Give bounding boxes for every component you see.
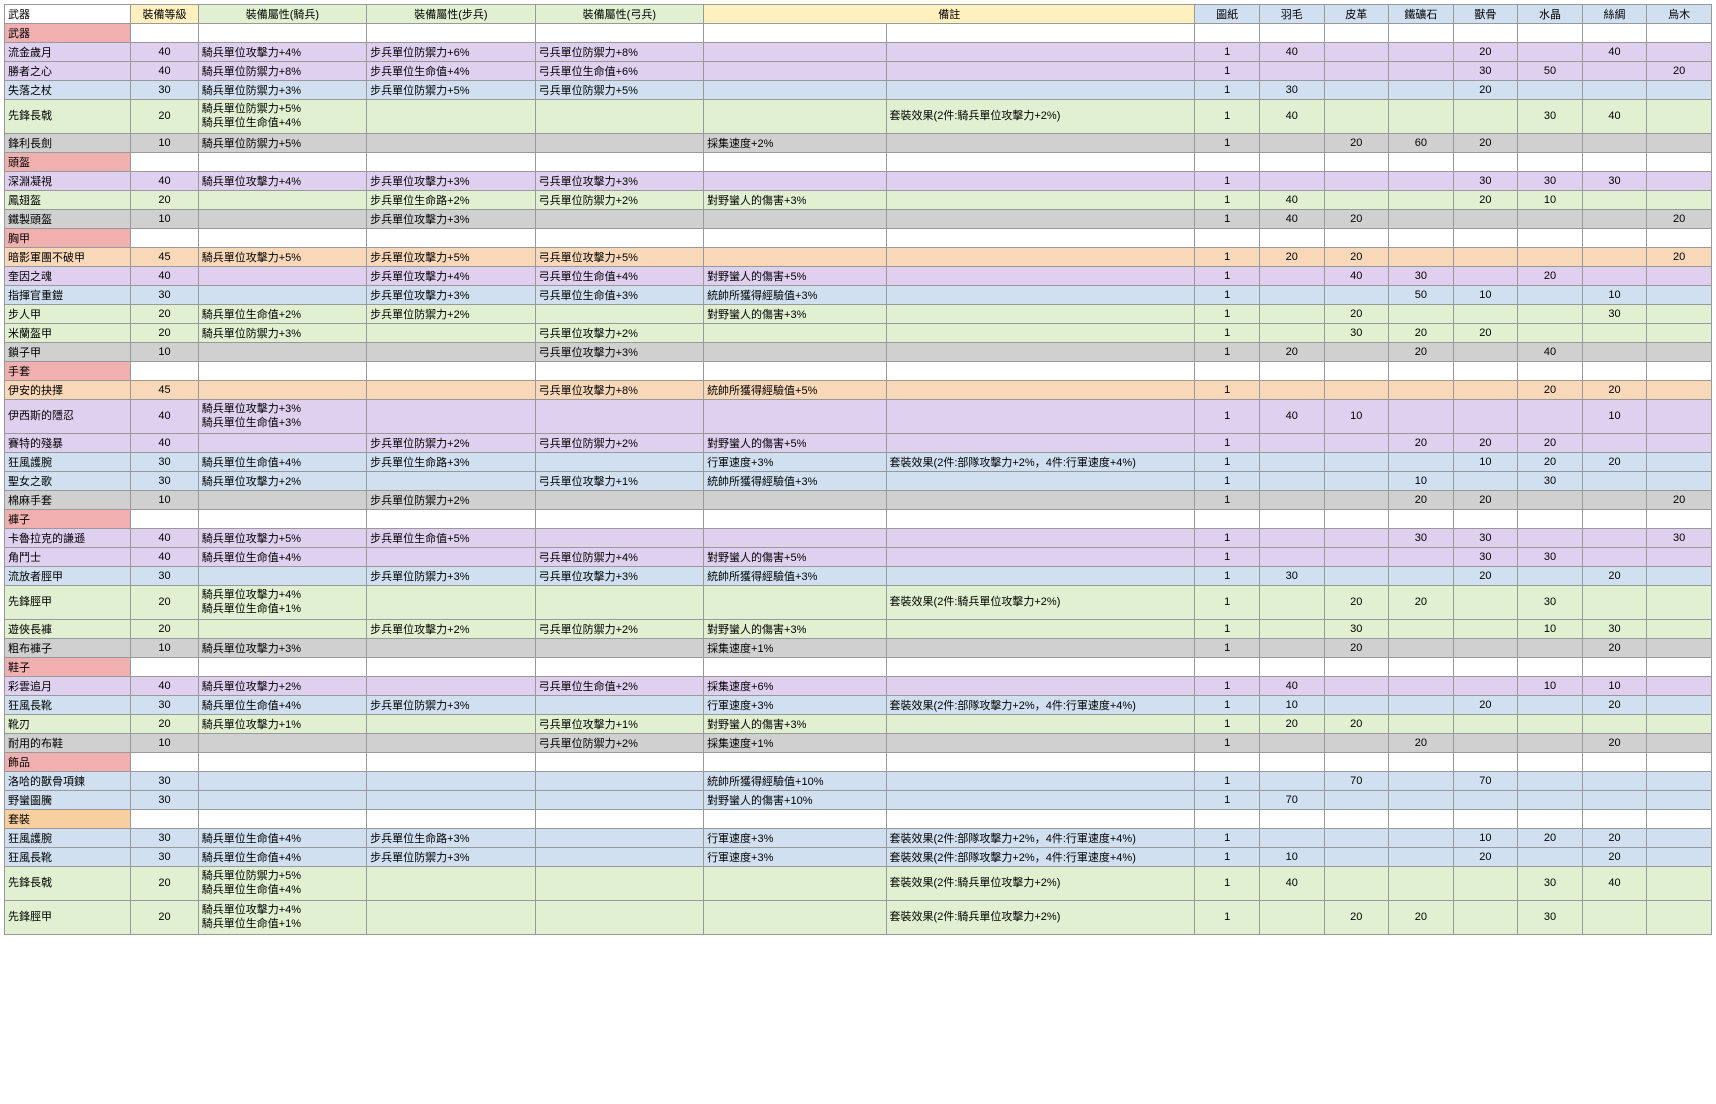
data-row: 遊俠長褲20步兵單位攻擊力+2%弓兵單位防禦力+2%對野蠻人的傷害+3%1301… xyxy=(5,620,1712,639)
data-row: 鋒利長劍10騎兵單位防禦力+5%採集速度+2%1206020 xyxy=(5,134,1712,153)
data-row: 狂風護腕30騎兵單位生命值+4%步兵單位生命路+3%行軍速度+3%套裝效果(2件… xyxy=(5,453,1712,472)
category-label: 鞋子 xyxy=(5,658,131,677)
category-row: 飾品 xyxy=(5,753,1712,772)
data-row: 伊西斯的隱忍40騎兵單位攻擊力+3%騎兵單位生命值+3%1401010 xyxy=(5,400,1712,434)
category-label: 頭盔 xyxy=(5,153,131,172)
category-label: 武器 xyxy=(5,24,131,43)
data-row: 靴刃20騎兵單位攻擊力+1%弓兵單位攻擊力+1%對野蠻人的傷害+3%12020 xyxy=(5,715,1712,734)
data-row: 失落之杖30騎兵單位防禦力+3%步兵單位防禦力+5%弓兵單位防禦力+5%1302… xyxy=(5,81,1712,100)
data-row: 卡魯拉克的謙遜40騎兵單位攻擊力+5%步兵單位生命值+5%1303030 xyxy=(5,529,1712,548)
data-row: 鳳翅盔20步兵單位生命路+2%弓兵單位防禦力+2%對野蠻人的傷害+3%14020… xyxy=(5,191,1712,210)
category-row: 武器 xyxy=(5,24,1712,43)
data-row: 狂風長靴30騎兵單位生命值+4%步兵單位防禦力+3%行軍速度+3%套裝效果(2件… xyxy=(5,848,1712,867)
category-row: 頭盔 xyxy=(5,153,1712,172)
category-label: 手套 xyxy=(5,362,131,381)
data-row: 奎因之魂40步兵單位攻擊力+4%弓兵單位生命值+4%對野蠻人的傷害+5%1403… xyxy=(5,267,1712,286)
data-row: 彩雲追月40騎兵單位攻擊力+2%弓兵單位生命值+2%採集速度+6%1401010 xyxy=(5,677,1712,696)
data-row: 洛哈的獸骨項鍊30統帥所獲得經驗值+10%17070 xyxy=(5,772,1712,791)
data-row: 勝者之心40騎兵單位防禦力+8%步兵單位生命值+4%弓兵單位生命值+6%1305… xyxy=(5,62,1712,81)
data-row: 先鋒脛甲20騎兵單位攻擊力+4%騎兵單位生命值+1%套裝效果(2件:騎兵單位攻擊… xyxy=(5,586,1712,620)
equipment-table: 武器裝備等級裝備屬性(騎兵)裝備屬性(步兵)裝備屬性(弓兵)備註圖紙羽毛皮革鐵礦… xyxy=(4,4,1712,935)
data-row: 狂風長靴30騎兵單位生命值+4%步兵單位防禦力+3%行軍速度+3%套裝效果(2件… xyxy=(5,696,1712,715)
data-row: 賽特的殘暴40步兵單位防禦力+2%弓兵單位防禦力+2%對野蠻人的傷害+5%120… xyxy=(5,434,1712,453)
data-row: 流金歲月40騎兵單位攻擊力+4%步兵單位防禦力+6%弓兵單位防禦力+8%1402… xyxy=(5,43,1712,62)
data-row: 深淵凝視40騎兵單位攻擊力+4%步兵單位攻擊力+3%弓兵單位攻擊力+3%1303… xyxy=(5,172,1712,191)
category-label: 褲子 xyxy=(5,510,131,529)
data-row: 指揮官重鎧30步兵單位攻擊力+3%弓兵單位生命值+3%統帥所獲得經驗值+3%15… xyxy=(5,286,1712,305)
data-row: 粗布褲子10騎兵單位攻擊力+3%採集速度+1%12020 xyxy=(5,639,1712,658)
category-label: 套裝 xyxy=(5,810,131,829)
data-row: 耐用的布鞋10弓兵單位防禦力+2%採集速度+1%12020 xyxy=(5,734,1712,753)
data-row: 先鋒長戟20騎兵單位防禦力+5%騎兵單位生命值+4%套裝效果(2件:騎兵單位攻擊… xyxy=(5,867,1712,901)
corner-cell: 武器 xyxy=(5,5,131,24)
header-row: 武器裝備等級裝備屬性(騎兵)裝備屬性(步兵)裝備屬性(弓兵)備註圖紙羽毛皮革鐵礦… xyxy=(5,5,1712,24)
category-row: 套裝 xyxy=(5,810,1712,829)
data-row: 流放者脛甲30步兵單位防禦力+3%弓兵單位攻擊力+3%統帥所獲得經驗值+3%13… xyxy=(5,567,1712,586)
data-row: 先鋒脛甲20騎兵單位攻擊力+4%騎兵單位生命值+1%套裝效果(2件:騎兵單位攻擊… xyxy=(5,901,1712,935)
data-row: 角鬥士40騎兵單位生命值+4%弓兵單位防禦力+4%對野蠻人的傷害+5%13030 xyxy=(5,548,1712,567)
category-label: 飾品 xyxy=(5,753,131,772)
category-label: 胸甲 xyxy=(5,229,131,248)
data-row: 米蘭盔甲20騎兵單位防禦力+3%弓兵單位攻擊力+2%1302020 xyxy=(5,324,1712,343)
category-row: 鞋子 xyxy=(5,658,1712,677)
data-row: 鎖子甲10弓兵單位攻擊力+3%1202040 xyxy=(5,343,1712,362)
data-row: 聖女之歌30騎兵單位攻擊力+2%弓兵單位攻擊力+1%統帥所獲得經驗值+3%110… xyxy=(5,472,1712,491)
data-row: 伊安的抉擇45弓兵單位攻擊力+8%統帥所獲得經驗值+5%12020 xyxy=(5,381,1712,400)
data-row: 鐵製頭盔10步兵單位攻擊力+3%1402020 xyxy=(5,210,1712,229)
category-row: 褲子 xyxy=(5,510,1712,529)
data-row: 狂風護腕30騎兵單位生命值+4%步兵單位生命路+3%行軍速度+3%套裝效果(2件… xyxy=(5,829,1712,848)
category-row: 胸甲 xyxy=(5,229,1712,248)
data-row: 暗影軍團不破甲45騎兵單位攻擊力+5%步兵單位攻擊力+5%弓兵單位攻擊力+5%1… xyxy=(5,248,1712,267)
data-row: 步人甲20騎兵單位生命值+2%步兵單位防禦力+2%對野蠻人的傷害+3%12030 xyxy=(5,305,1712,324)
data-row: 先鋒長戟20騎兵單位防禦力+5%騎兵單位生命值+4%套裝效果(2件:騎兵單位攻擊… xyxy=(5,100,1712,134)
category-row: 手套 xyxy=(5,362,1712,381)
table-body: 武器流金歲月40騎兵單位攻擊力+4%步兵單位防禦力+6%弓兵單位防禦力+8%14… xyxy=(5,24,1712,935)
data-row: 野蠻圖騰30對野蠻人的傷害+10%170 xyxy=(5,791,1712,810)
data-row: 棉麻手套10步兵單位防禦力+2%1202020 xyxy=(5,491,1712,510)
